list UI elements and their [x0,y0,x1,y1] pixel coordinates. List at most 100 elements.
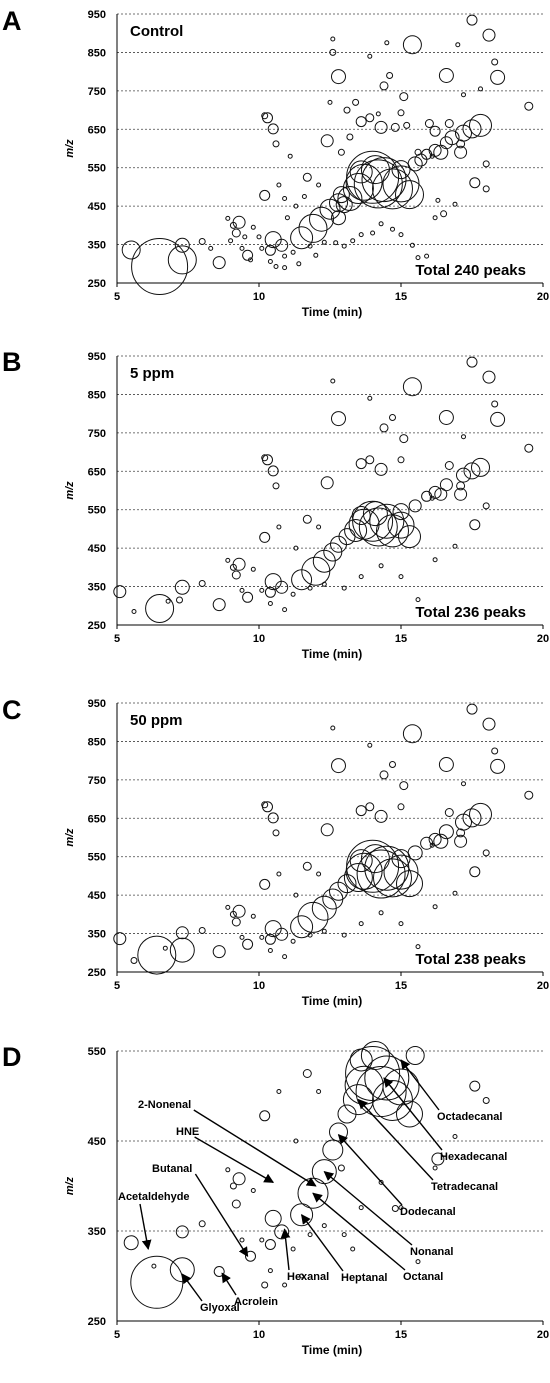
peak-bubble [316,524,322,530]
peak-bubble [213,1266,225,1277]
y-tick-label: 250 [88,620,106,632]
peak-bubble [454,834,468,848]
peak-bubble [330,36,336,42]
peak-bubble [358,574,364,580]
peak-bubble [165,598,171,604]
peak-bubble [452,201,458,207]
peak-bubble [282,954,288,960]
peak-bubble [284,215,290,221]
peak-bubble [121,240,141,260]
condition-label: Control [130,23,183,40]
peak-bubble [272,482,280,490]
peak-bubble [242,591,254,603]
x-tick-label: 20 [537,980,549,992]
peak-bubble [386,72,394,79]
annotation-arrow [181,1273,203,1302]
y-tick-label: 650 [88,466,106,478]
peak-bubble [424,253,430,259]
annotation-arrow [139,1203,152,1250]
peak-bubble [333,240,339,246]
peak-bubble [399,434,409,444]
peak-bubble [428,485,442,499]
peak-bubble [307,243,313,249]
peak-bubble [225,904,231,910]
peak-bubble [409,242,415,248]
panel-letter: C [2,695,22,725]
peak-bubble [321,928,327,934]
peak-bubble [346,839,400,893]
peak-bubble [491,58,499,66]
peak-bubble [452,890,458,896]
peak-bubble [331,411,346,427]
annotation-label: Hexanal [287,1271,329,1283]
peak-bubble [389,414,396,421]
peak-bubble [345,1046,401,1101]
peak-bubble [463,462,481,480]
peak-bubble [330,725,336,731]
peak-bubble [455,42,461,48]
peak-bubble [299,1273,305,1279]
total-peaks-label: Total 238 peaks [415,951,526,968]
peak-bubble [469,519,481,531]
peak-bubble [275,238,289,252]
peak-bubble [264,933,276,945]
panel-a: A 250 350 450 550 650 750 850 950 5 10 15 20 Time (mi… [2,6,549,319]
peak-bubble [343,106,351,114]
peak-bubble [198,580,206,587]
peak-bubble [174,579,190,595]
annotation-arrow [194,1173,249,1258]
peak-bubble [307,932,313,938]
peak-bubble [378,1179,384,1185]
peak-bubble [374,462,388,476]
annotation-label: 2-Nonenal [138,1099,191,1111]
peak-bubble [433,833,449,849]
peak-bubble [482,160,490,168]
peak-bubble [302,172,312,182]
peak-bubble [379,81,389,91]
peak-bubble [358,507,398,547]
x-tick-label: 5 [114,1329,120,1341]
peak-bubble [250,913,256,919]
peak-bubble [444,130,460,146]
peak-bubble [276,524,282,530]
peak-bubble [327,99,333,105]
peak-bubble [454,145,468,159]
peak-bubble [276,871,282,877]
peak-bubble [261,454,269,462]
peak-bubble [282,265,288,271]
peak-bubble [524,443,534,453]
peak-bubble [429,842,435,848]
peak-bubble [424,119,434,128]
peak-bubble [242,938,254,950]
x-tick-label: 20 [537,633,549,645]
peak-bubble [402,35,422,55]
peak-bubble [250,224,256,230]
peak-bubble [248,257,253,263]
peak-bubble [316,182,322,188]
y-tick-label: 250 [88,967,106,979]
peak-bubble [290,915,314,939]
peak-bubble [482,502,490,510]
panel-c: C 250 350 450 550 650 750 850 950 5 10 15 20 Time (mi… [2,695,549,1008]
peak-bubble [131,238,189,295]
peak-bubble [390,226,395,232]
peak-bubble [198,238,206,245]
peak-bubble [466,14,478,26]
peak-bubble [461,434,466,440]
peak-bubble [524,790,534,800]
peak-bubble [198,927,206,934]
peak-bubble [162,945,168,951]
peak-bubble [355,1066,407,1117]
peak-bubble [290,226,314,250]
panel-letter: B [2,347,22,377]
x-axis-title: Time (min) [302,647,362,661]
peak-bubble [176,596,183,604]
peak-bubble [462,808,482,828]
x-tick-label: 5 [114,633,120,645]
y-tick-label: 950 [88,698,106,710]
peak-bubble [378,221,384,227]
peak-bubble [396,1100,423,1128]
peak-bubble [454,487,468,501]
peak-bubble [491,400,499,408]
peak-bubble [374,120,388,134]
